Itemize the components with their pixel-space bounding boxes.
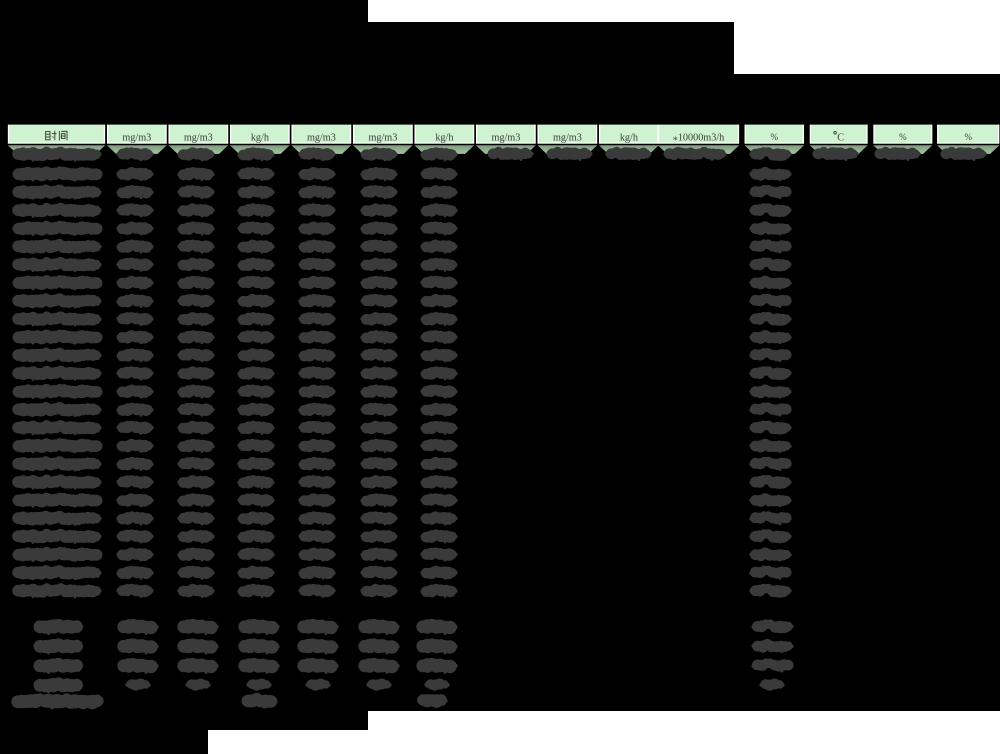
svg-text:mg/m3: mg/m3 bbox=[368, 132, 397, 143]
svg-text:%: % bbox=[771, 132, 779, 142]
svg-text:%: % bbox=[964, 132, 972, 142]
svg-text:kg/h: kg/h bbox=[251, 132, 269, 143]
svg-text:C: C bbox=[837, 132, 844, 143]
svg-text:mg/m3: mg/m3 bbox=[307, 132, 336, 143]
svg-text:kg/h: kg/h bbox=[435, 132, 453, 143]
svg-text:%: % bbox=[899, 132, 907, 142]
svg-text:mg/m3: mg/m3 bbox=[122, 132, 151, 143]
svg-text:kg/h: kg/h bbox=[620, 132, 638, 143]
svg-text:mg/m3: mg/m3 bbox=[491, 132, 520, 143]
svg-text:mg/m3: mg/m3 bbox=[184, 132, 213, 143]
svg-text:mg/m3: mg/m3 bbox=[553, 132, 582, 143]
svg-text:*10000m3/h: *10000m3/h bbox=[673, 132, 725, 146]
